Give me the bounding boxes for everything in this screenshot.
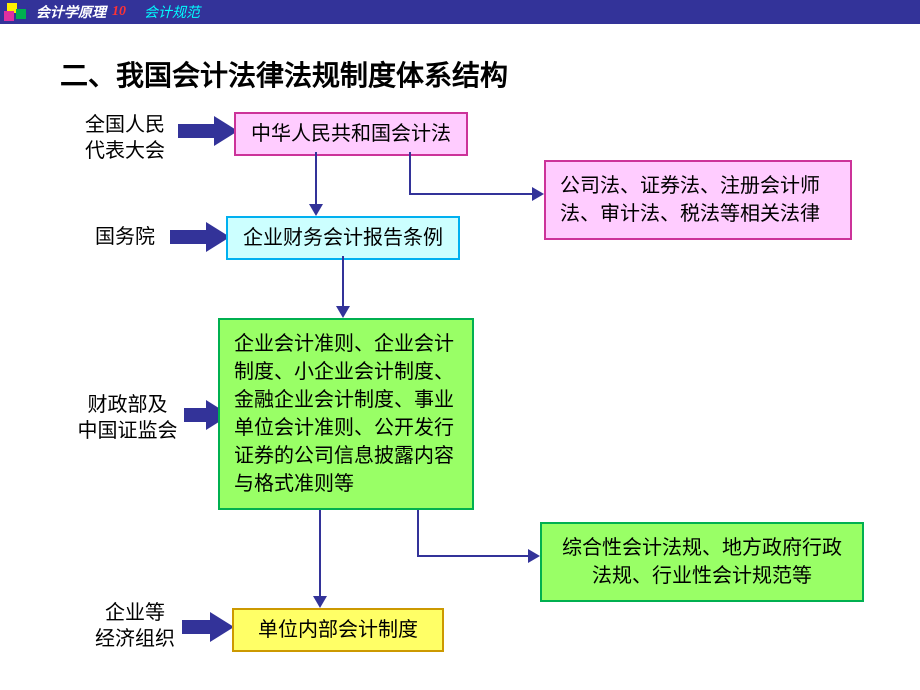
node-related-laws: 公司法、证券法、注册会计师法、审计法、税法等相关法律 [544, 160, 852, 240]
arrowhead-icon [309, 204, 323, 216]
header-course: 会计学原理 [36, 2, 106, 22]
source-label-mof-csrc: 财政部及中国证监会 [70, 392, 185, 444]
node-internal-system: 单位内部会计制度 [232, 608, 444, 652]
connector [417, 555, 529, 557]
arrow-enterprises [182, 612, 234, 642]
connector [342, 256, 344, 308]
arrow-npc [178, 116, 238, 146]
header-chapter-number: 10 [112, 4, 126, 20]
connector [319, 510, 321, 598]
arrowhead-icon [532, 187, 544, 201]
arrowhead-icon [336, 306, 350, 318]
node-standards-systems: 企业会计准则、企业会计制度、小企业会计制度、金融企业会计制度、事业单位会计准则、… [218, 318, 474, 510]
node-comprehensive-regs: 综合性会计法规、地方政府行政法规、行业性会计规范等 [540, 522, 864, 602]
arrowhead-icon [528, 549, 540, 563]
logo-cubes-icon [4, 1, 30, 23]
connector [409, 152, 411, 194]
source-label-npc: 全国人民代表大会 [70, 112, 180, 164]
source-label-state-council: 国务院 [90, 224, 160, 250]
node-accounting-law: 中华人民共和国会计法 [234, 112, 468, 156]
connector [409, 193, 534, 195]
slide-title: 二、我国会计法律法规制度体系结构 [60, 54, 508, 94]
arrow-state-council [170, 222, 230, 252]
connector [315, 152, 317, 206]
connector [417, 510, 419, 556]
header-chapter-title: 会计规范 [144, 2, 200, 22]
slide-header: 会计学原理 10 会计规范 [0, 0, 920, 24]
node-reporting-regulation: 企业财务会计报告条例 [226, 216, 460, 260]
source-label-enterprises: 企业等经济组织 [90, 600, 180, 652]
arrowhead-icon [313, 596, 327, 608]
